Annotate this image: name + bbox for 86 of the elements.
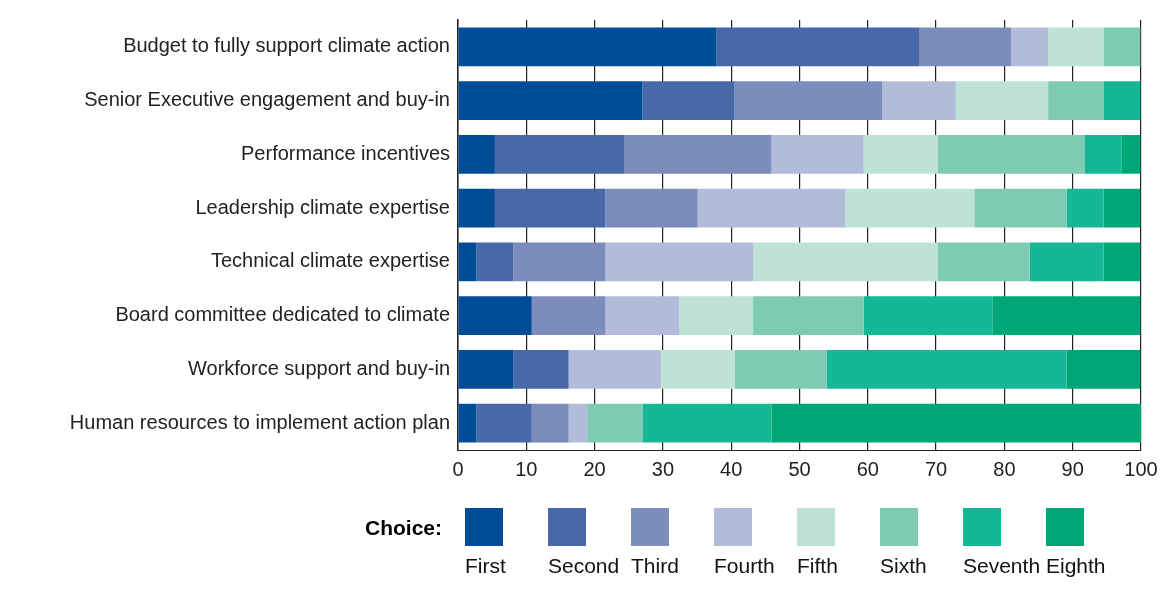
y-tick-label: Senior Executive engagement and buy-in <box>84 88 450 111</box>
bar <box>1121 135 1141 174</box>
x-tick-label: 90 <box>1061 457 1084 480</box>
x-tick-label: 80 <box>993 457 1016 480</box>
bar <box>605 188 698 228</box>
bar <box>513 350 569 389</box>
bar <box>753 242 938 282</box>
bar <box>697 188 846 228</box>
bar <box>458 81 643 120</box>
bar <box>753 296 864 335</box>
bar <box>458 27 717 67</box>
bar <box>1011 27 1049 67</box>
bar <box>531 296 606 335</box>
x-tick-label: 0 <box>452 457 464 480</box>
legend-label: Second <box>548 554 620 578</box>
bar <box>458 296 532 335</box>
x-tick-label: 20 <box>583 457 606 480</box>
bar <box>587 403 643 443</box>
legend-title: Choice: <box>365 516 443 540</box>
bar <box>863 135 938 174</box>
bar <box>458 403 477 443</box>
y-tick-label: Budget to fully support climate action <box>123 34 450 57</box>
bar <box>605 296 680 335</box>
bar <box>826 350 1067 389</box>
bar <box>1048 81 1104 120</box>
bar <box>494 135 624 174</box>
bar <box>458 135 495 174</box>
bar <box>992 296 1141 335</box>
legend-label: First <box>465 554 506 578</box>
bar <box>863 296 993 335</box>
bar <box>882 81 956 120</box>
bar <box>476 403 532 443</box>
bar <box>531 403 569 443</box>
bar <box>642 403 772 443</box>
bar <box>568 403 588 443</box>
bar <box>1084 135 1122 174</box>
bar <box>1103 242 1141 282</box>
bar <box>845 188 975 228</box>
bar <box>605 242 754 282</box>
bar <box>974 188 1067 228</box>
bar <box>937 135 1085 174</box>
bar <box>458 350 514 389</box>
bar <box>919 27 1012 67</box>
legend-label: Sixth <box>880 554 927 578</box>
bar <box>955 81 1049 120</box>
bar <box>734 81 883 120</box>
bar <box>513 242 606 282</box>
bar <box>1103 81 1141 120</box>
bar <box>716 27 920 67</box>
bar <box>476 242 514 282</box>
bar <box>458 188 495 228</box>
legend-label: Seventh <box>963 554 1041 578</box>
bar <box>642 81 735 120</box>
bar <box>679 296 754 335</box>
y-tick-label: Board committee dedicated to climate <box>115 303 450 326</box>
x-tick-label: 100 <box>1124 457 1158 480</box>
y-tick-label: Workforce support and buy-in <box>188 356 450 379</box>
legend-label: Fourth <box>714 554 775 578</box>
y-tick-label: Technical climate expertise <box>211 249 450 272</box>
bar <box>623 135 772 174</box>
y-tick-label: Human resources to implement action plan <box>69 410 450 433</box>
bar <box>660 350 735 389</box>
legend-label: Eighth <box>1046 554 1106 578</box>
bar <box>937 242 1030 282</box>
x-tick-label: 70 <box>924 457 948 480</box>
y-tick-label: Leadership climate expertise <box>195 195 450 218</box>
legend-label: Fifth <box>797 554 838 578</box>
x-tick-label: 50 <box>788 457 811 480</box>
legend-label: Third <box>631 554 679 578</box>
bar <box>494 188 606 228</box>
bar <box>1066 188 1104 228</box>
x-tick-label: 30 <box>651 457 675 480</box>
bar <box>1103 27 1141 67</box>
y-tick-label: Performance incentives <box>241 141 450 164</box>
bar <box>568 350 661 389</box>
x-tick-label: 10 <box>515 457 538 480</box>
bar <box>1029 242 1104 282</box>
x-tick-label: 60 <box>856 457 879 480</box>
bar <box>1103 188 1141 228</box>
bar <box>458 242 477 282</box>
bar <box>734 350 827 389</box>
x-tick-label: 40 <box>720 457 743 480</box>
bar <box>771 403 1141 443</box>
bar <box>1048 27 1104 67</box>
bar <box>771 135 864 174</box>
bar <box>1066 350 1141 389</box>
